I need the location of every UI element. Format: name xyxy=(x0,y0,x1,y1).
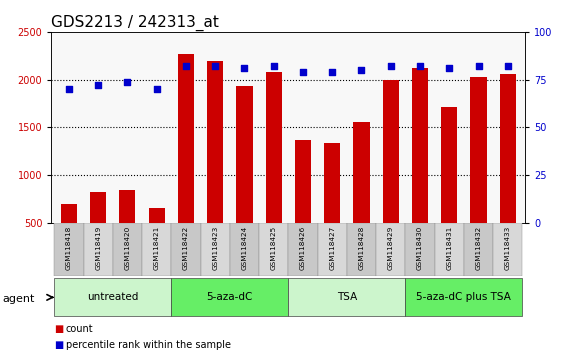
Text: GSM118428: GSM118428 xyxy=(359,226,364,270)
Point xyxy=(445,65,454,71)
Bar xyxy=(236,86,252,271)
Text: untreated: untreated xyxy=(87,291,139,302)
Text: agent: agent xyxy=(3,294,35,304)
Text: GSM118431: GSM118431 xyxy=(447,226,452,270)
Text: GSM118425: GSM118425 xyxy=(271,226,277,270)
Text: GSM118424: GSM118424 xyxy=(242,226,247,270)
Bar xyxy=(171,278,288,316)
Point xyxy=(328,69,337,75)
Text: GSM118419: GSM118419 xyxy=(95,226,101,270)
Bar xyxy=(230,223,259,276)
Bar xyxy=(383,80,399,271)
Bar xyxy=(405,278,522,316)
Bar xyxy=(207,61,223,271)
Bar xyxy=(464,223,493,276)
Bar xyxy=(295,140,311,271)
Bar xyxy=(471,77,486,271)
Bar xyxy=(54,278,171,316)
Bar xyxy=(405,223,435,276)
Bar xyxy=(171,223,200,276)
Point xyxy=(240,65,249,71)
Bar xyxy=(376,223,405,276)
Text: GSM118422: GSM118422 xyxy=(183,226,189,270)
Point xyxy=(123,79,132,84)
Text: ■: ■ xyxy=(54,324,63,333)
Point xyxy=(65,86,74,92)
Bar xyxy=(288,278,405,316)
Bar xyxy=(266,72,282,271)
Bar xyxy=(90,193,106,271)
Text: GDS2213 / 242313_at: GDS2213 / 242313_at xyxy=(51,14,219,30)
Point xyxy=(269,63,278,69)
Point xyxy=(386,63,395,69)
Bar xyxy=(54,223,83,276)
Point xyxy=(474,63,483,69)
Point xyxy=(299,69,308,75)
Text: GSM118418: GSM118418 xyxy=(66,226,72,270)
Bar xyxy=(142,223,171,276)
Text: GSM118432: GSM118432 xyxy=(476,226,481,270)
Bar xyxy=(178,54,194,271)
Point xyxy=(152,86,161,92)
Point xyxy=(182,63,191,69)
Bar xyxy=(412,68,428,271)
Text: GSM118427: GSM118427 xyxy=(329,226,335,270)
Text: count: count xyxy=(66,324,93,333)
Text: ■: ■ xyxy=(54,340,63,350)
Text: 5-aza-dC: 5-aza-dC xyxy=(207,291,253,302)
Text: percentile rank within the sample: percentile rank within the sample xyxy=(66,340,231,350)
Bar xyxy=(441,107,457,271)
Bar xyxy=(493,223,522,276)
Bar xyxy=(148,208,165,271)
Text: GSM118430: GSM118430 xyxy=(417,226,423,270)
Bar xyxy=(435,223,464,276)
Bar xyxy=(317,223,347,276)
Text: 5-aza-dC plus TSA: 5-aza-dC plus TSA xyxy=(416,291,511,302)
Text: GSM118423: GSM118423 xyxy=(212,226,218,270)
Text: GSM118420: GSM118420 xyxy=(124,226,130,270)
Bar xyxy=(347,223,376,276)
Point xyxy=(357,67,366,73)
Point xyxy=(416,63,425,69)
Bar xyxy=(500,74,516,271)
Text: GSM118433: GSM118433 xyxy=(505,226,511,270)
Point xyxy=(94,82,103,88)
Text: GSM118421: GSM118421 xyxy=(154,226,160,270)
Point xyxy=(211,63,220,69)
Text: GSM118429: GSM118429 xyxy=(388,226,394,270)
Bar xyxy=(119,190,135,271)
Bar xyxy=(113,223,142,276)
Bar xyxy=(83,223,113,276)
Bar xyxy=(288,223,317,276)
Text: GSM118426: GSM118426 xyxy=(300,226,306,270)
Bar xyxy=(200,223,230,276)
Bar xyxy=(259,223,288,276)
Bar xyxy=(353,122,369,271)
Bar xyxy=(324,143,340,271)
Point xyxy=(503,63,512,69)
Text: TSA: TSA xyxy=(337,291,357,302)
Bar xyxy=(61,204,77,271)
